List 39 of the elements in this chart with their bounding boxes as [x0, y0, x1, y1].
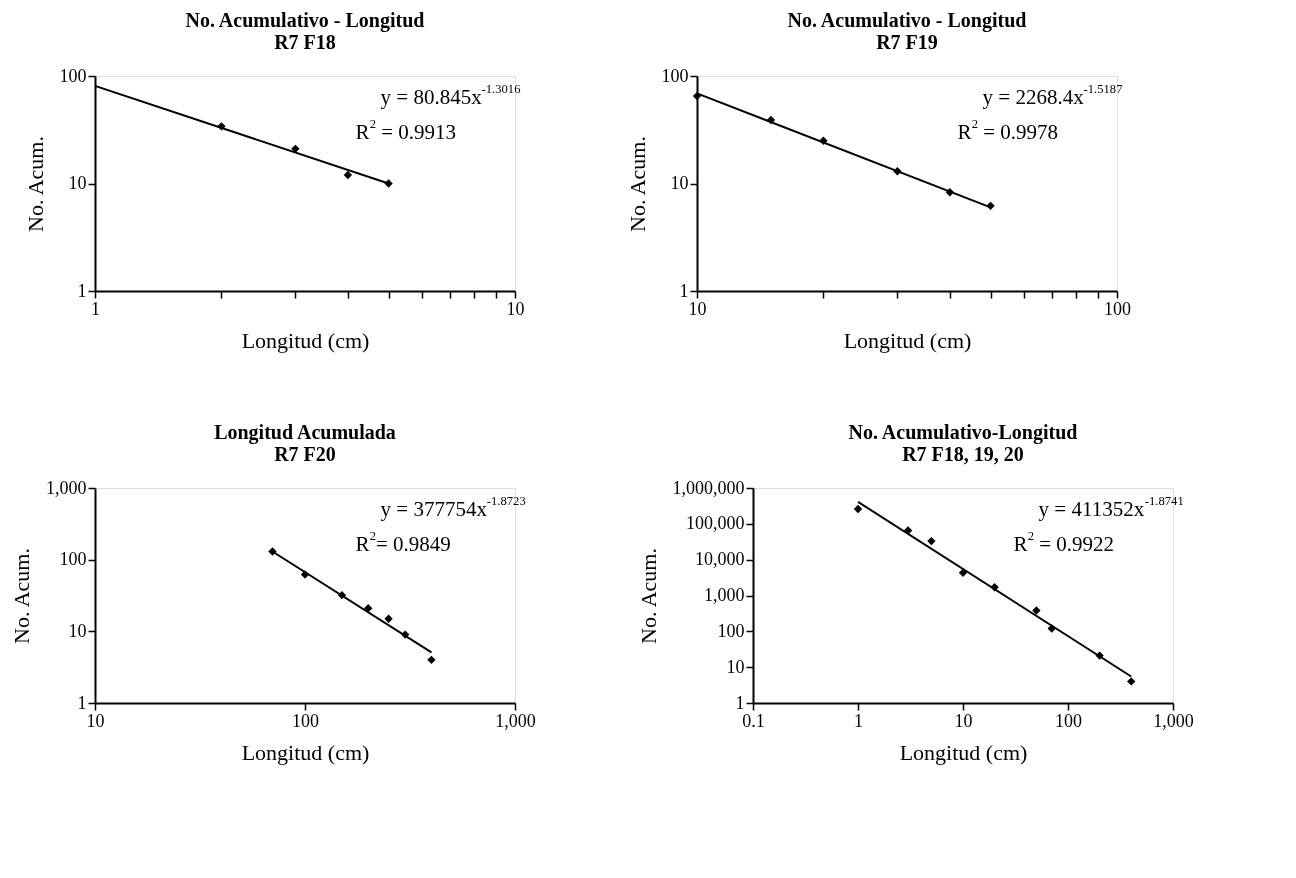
y-tick-label: 1,000,000 — [672, 477, 745, 498]
x-tick-label: 100 — [292, 710, 319, 731]
y-tick-label: 10 — [68, 620, 87, 641]
x-axis-title: Longitud (cm) — [899, 739, 1028, 765]
y-tick-label: 10 — [670, 173, 689, 193]
x-tick-label: 100 — [1055, 710, 1082, 731]
x-axis-title: Longitud (cm) — [241, 327, 370, 353]
y-tick-label: 100 — [59, 549, 87, 570]
y-axis-title: No. Acum. — [22, 136, 48, 232]
y-tick-label: 1 — [735, 692, 745, 713]
y-axis-title: No. Acum. — [624, 136, 650, 232]
y-tick-label: 10 — [726, 656, 745, 677]
chart-title: Longitud Acumulada R7 F20 — [214, 421, 396, 465]
y-tick-label: 100,000 — [686, 513, 745, 534]
x-tick-label: 10 — [506, 298, 525, 319]
x-tick-label: 100 — [1104, 298, 1131, 319]
y-tick-label: 100 — [661, 65, 689, 86]
y-tick-label: 1 — [679, 280, 689, 301]
x-tick-label: 0.1 — [742, 710, 765, 731]
y-axis-title: No. Acum. — [635, 548, 661, 644]
y-tick-label: 1 — [77, 280, 87, 301]
x-tick-label: 1,000 — [495, 710, 536, 731]
chart-title: No. Acumulativo-Longitud R7 F18, 19, 20 — [848, 421, 1078, 465]
x-tick-label: 1 — [91, 298, 100, 319]
y-axis-title: No. Acum. — [9, 548, 34, 644]
y-tick-label: 10 — [68, 173, 87, 193]
y-tick-label: 1,000 — [704, 585, 745, 605]
y-tick-label: 1,000 — [46, 477, 87, 498]
chart-title: No. Acumulativo - Longitud R7 F19 — [787, 9, 1027, 53]
chart-title: No. Acumulativo - Longitud R7 F18 — [185, 9, 425, 53]
x-tick-label: 1 — [854, 710, 863, 731]
y-tick-label: 1 — [77, 692, 87, 713]
y-tick-label: 100 — [717, 620, 745, 641]
x-tick-label: 10 — [954, 710, 973, 731]
x-axis-title: Longitud (cm) — [241, 739, 370, 765]
x-tick-label: 1,000 — [1153, 710, 1194, 731]
y-tick-label: 100 — [59, 65, 87, 86]
y-tick-label: 10,000 — [695, 549, 745, 570]
x-axis-title: Longitud (cm) — [843, 327, 972, 353]
